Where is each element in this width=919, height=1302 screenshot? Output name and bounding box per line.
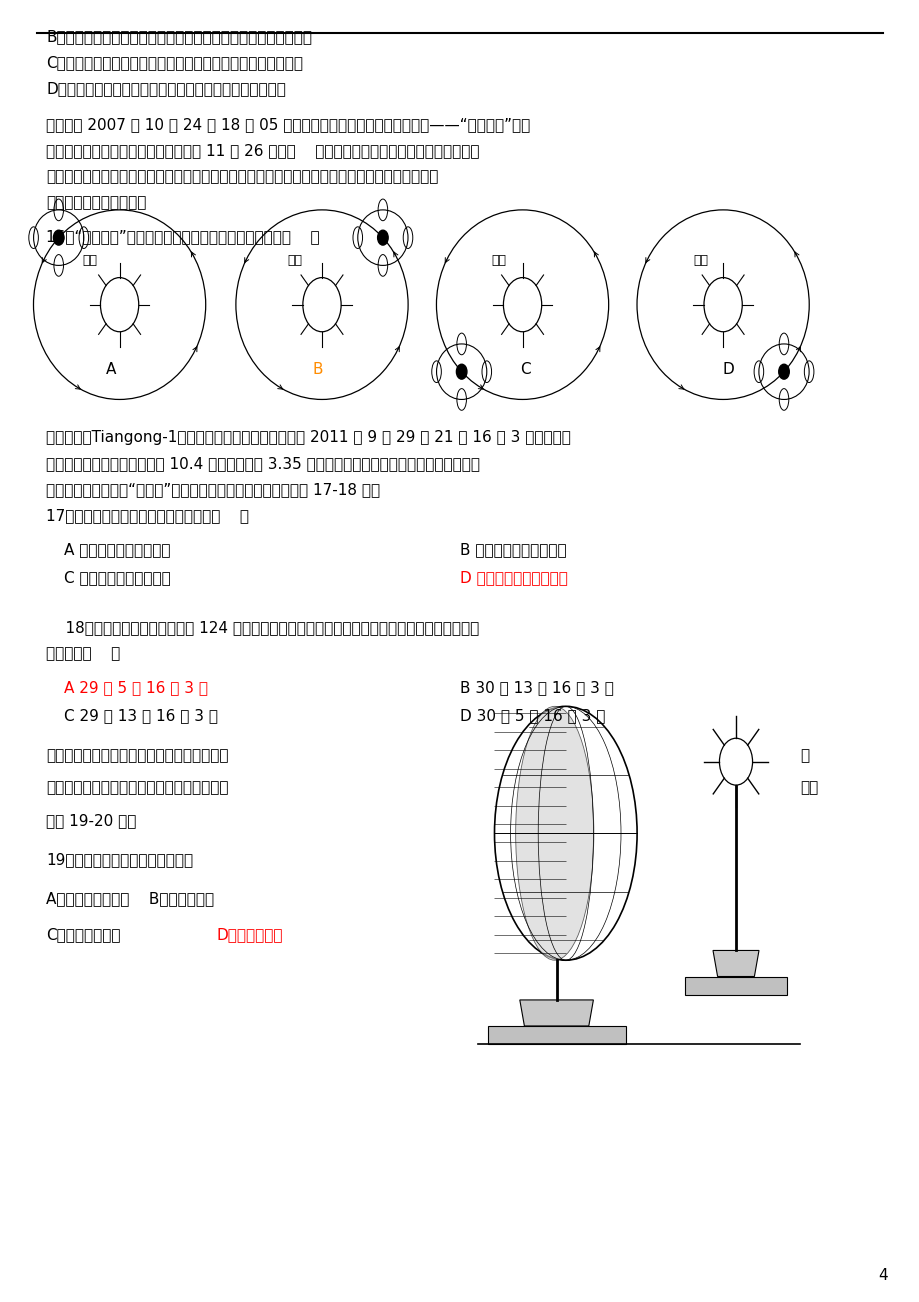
- Text: 星发射中心发射，飞行器全长 10.4 米，最大直径 3.35 米，由实验舱和资源舱构成。它的发射标志: 星发射中心发射，飞行器全长 10.4 米，最大直径 3.35 米，由实验舱和资源…: [46, 456, 480, 471]
- Circle shape: [777, 365, 789, 379]
- Text: A: A: [106, 362, 116, 378]
- Text: D．地方时差异: D．地方时差异: [216, 927, 282, 943]
- Text: 4: 4: [878, 1268, 887, 1284]
- Text: 地球: 地球: [287, 254, 301, 267]
- Text: A 昼长夜短，昼逐渐变长: A 昼长夜短，昼逐渐变长: [64, 542, 171, 557]
- Polygon shape: [519, 1000, 593, 1026]
- Text: B: B: [312, 362, 323, 378]
- Text: 将一盏电灯放在桌子上代表太阳，在电灯旁放: 将一盏电灯放在桌子上代表太阳，在电灯旁放: [46, 747, 228, 763]
- Circle shape: [53, 230, 64, 245]
- Text: 置: 置: [800, 747, 809, 763]
- Text: 国第一幅月面图像揭幕。: 国第一幅月面图像揭幕。: [46, 195, 146, 211]
- Text: C．运动物体偏向: C．运动物体偏向: [46, 927, 120, 943]
- Text: D 昼短夜长，昼逐渐变短: D 昼短夜长，昼逐渐变短: [460, 570, 567, 586]
- Text: 动。: 动。: [800, 780, 818, 796]
- Text: B 30 日 13 时 16 分 3 秒: B 30 日 13 时 16 分 3 秒: [460, 680, 613, 695]
- Text: A．昼夜长短的变化    B．四季的更替: A．昼夜长短的变化 B．四季的更替: [46, 891, 214, 906]
- Text: B 昼长夜短，昼逐渐变短: B 昼长夜短，昼逐渐变短: [460, 542, 566, 557]
- Text: C．太阳辐射能是地球上大气、水、生物和火山活动的主要动力: C．太阳辐射能是地球上大气、水、生物和火山活动的主要动力: [46, 55, 302, 70]
- Text: 18、如果在美国旧金山（西经 124 度）的华人想要要看收看天宫一号发射的现场直播应该几点打: 18、如果在美国旧金山（西经 124 度）的华人想要要看收看天宫一号发射的现场直…: [46, 620, 479, 635]
- Circle shape: [377, 230, 388, 245]
- Polygon shape: [685, 976, 786, 995]
- Text: 一个地球仪代表地球，拨动地球仪模拟地球运: 一个地球仪代表地球，拨动地球仪模拟地球运: [46, 780, 228, 796]
- Text: C 昼短夜长，昼逐渐变长: C 昼短夜长，昼逐渐变长: [64, 570, 171, 586]
- Text: 地球: 地球: [693, 254, 708, 267]
- Text: A 29 日 5 时 16 分 3 秒: A 29 日 5 时 16 分 3 秒: [64, 680, 209, 695]
- Text: 天宫一号（Tiangong-1）是中国第一个目标飞行器，于 2011 年 9 月 29 日 21 时 16 分 3 秒在酒泉卫: 天宫一号（Tiangong-1）是中国第一个目标飞行器，于 2011 年 9 月…: [46, 430, 571, 445]
- Text: 着中国迈入中国航天“三步走”战略的第二步第二阶段。由此回答 17-18 题：: 着中国迈入中国航天“三步走”战略的第二步第二阶段。由此回答 17-18 题：: [46, 482, 380, 497]
- Text: D: D: [721, 362, 733, 378]
- Text: C: C: [519, 362, 530, 378]
- Text: 19．该实验能够演示的地理现象是: 19．该实验能够演示的地理现象是: [46, 852, 193, 867]
- Text: 仪式，发布中国首次月球探测工程第一幅月面图象。中共中央政治局常委、国务院总理温家宝为中: 仪式，发布中国首次月球探测工程第一幅月面图象。中共中央政治局常委、国务院总理温家…: [46, 169, 437, 185]
- Text: 地球: 地球: [491, 254, 505, 267]
- Circle shape: [456, 365, 467, 379]
- Text: 在西昌卫星发射中心顺利升空。新华网 11 月 26 日报道    北京航天飞行控制中心今天上午举行隆重: 在西昌卫星发射中心顺利升空。新华网 11 月 26 日报道 北京航天飞行控制中心…: [46, 143, 479, 159]
- Ellipse shape: [515, 706, 594, 961]
- Text: D 30 日 5 时 16 分 3 秒: D 30 日 5 时 16 分 3 秒: [460, 708, 605, 724]
- Circle shape: [719, 738, 752, 785]
- Text: 17、天宫一号发射时我国昼夜长短情况（    ）: 17、天宫一号发射时我国昼夜长短情况（ ）: [46, 508, 249, 523]
- Text: 16．“幦娥一号”升空时，地球在公转轨道上的位置是：（    ）: 16．“幦娥一号”升空时，地球在公转轨道上的位置是：（ ）: [46, 229, 319, 245]
- Text: D．目前人类日常生活和生产所用的能源主要来自于太阳能: D．目前人类日常生活和生产所用的能源主要来自于太阳能: [46, 81, 286, 96]
- Text: C 29 日 13 时 16 分 3 秒: C 29 日 13 时 16 分 3 秒: [64, 708, 218, 724]
- Text: 地球: 地球: [83, 254, 97, 267]
- Text: 开电视机（    ）: 开电视机（ ）: [46, 646, 120, 661]
- Text: B．煮、石油、核能等能源在形成过程中固定了大量的太阳辐射能: B．煮、石油、核能等能源在形成过程中固定了大量的太阳辐射能: [46, 29, 312, 44]
- Text: 完成 19-20 题。: 完成 19-20 题。: [46, 812, 136, 828]
- Polygon shape: [487, 1026, 625, 1044]
- Polygon shape: [712, 950, 758, 976]
- Text: 北京时间 2007 年 10 月 24 日 18 点 05 分我国自主研制的第一个月球探测器——“幦娥一号”卫星: 北京时间 2007 年 10 月 24 日 18 点 05 分我国自主研制的第一…: [46, 117, 529, 133]
